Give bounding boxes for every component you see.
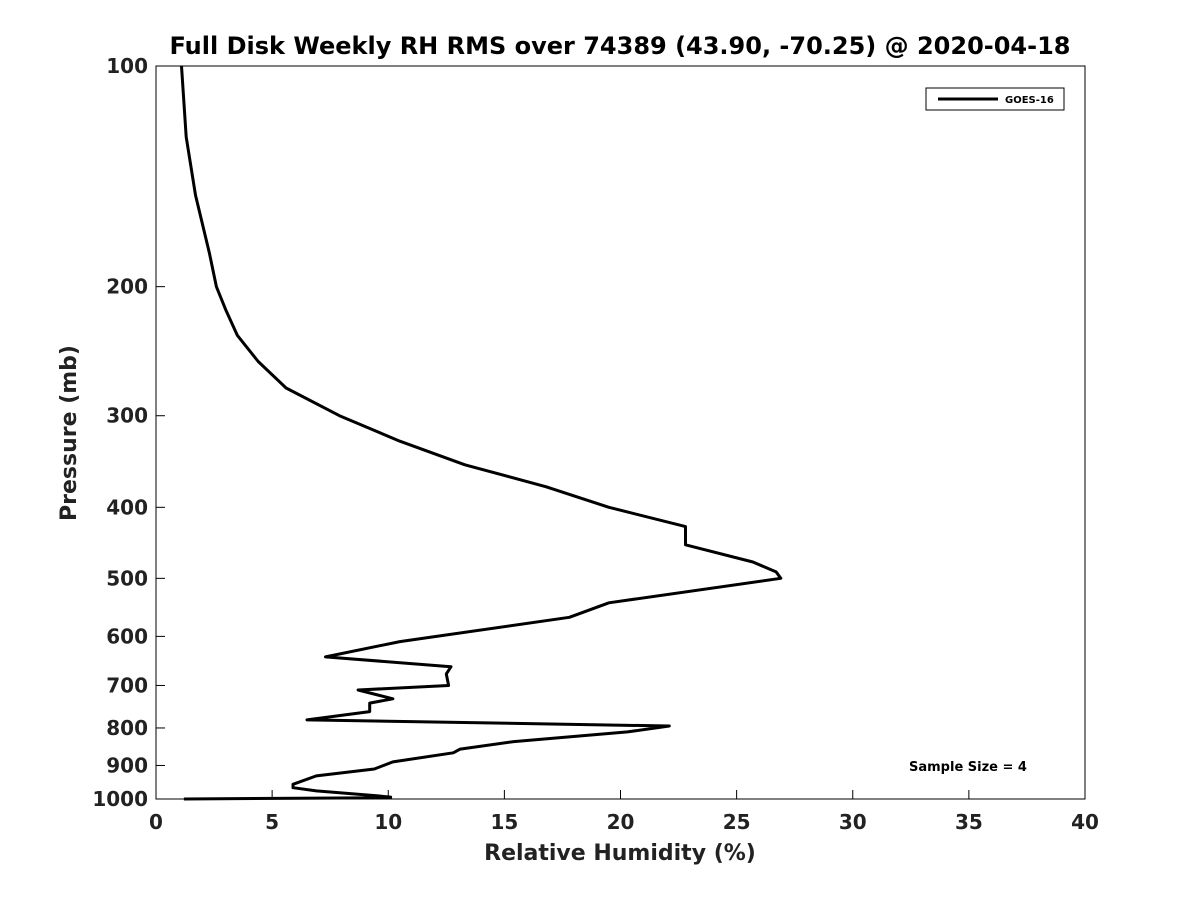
- x-tick-label: 40: [1071, 810, 1099, 834]
- x-tick-label: 0: [149, 810, 163, 834]
- y-tick-label: 1000: [92, 787, 148, 811]
- y-tick-label: 400: [106, 495, 148, 519]
- y-axis-label: Pressure (mb): [57, 345, 82, 521]
- y-tick-label: 800: [106, 716, 148, 740]
- y-tick-label: 600: [106, 624, 148, 648]
- y-tick-label: 700: [106, 673, 148, 697]
- y-tick-label: 200: [106, 275, 148, 299]
- legend-label-goes-16: GOES-16: [1005, 95, 1054, 106]
- x-tick-label: 20: [607, 810, 635, 834]
- x-tick-label: 30: [839, 810, 867, 834]
- plot-area-frame: [155, 65, 1086, 800]
- y-tick-label: 500: [106, 566, 148, 590]
- x-tick-label: 25: [723, 810, 751, 834]
- y-tick-label: 100: [106, 54, 148, 78]
- x-tick-label: 5: [265, 810, 279, 834]
- series-line-goes-16: [180, 65, 783, 801]
- y-axis: 100 200 300 400 500 600 700 800 900 1000: [92, 54, 165, 811]
- legend: GOES-16: [925, 87, 1065, 111]
- x-tick-label: 10: [374, 810, 402, 834]
- y-tick-label: 300: [106, 404, 148, 428]
- sample-size-annotation: Sample Size = 4: [909, 760, 1027, 775]
- chart-title: Full Disk Weekly RH RMS over 74389 (43.9…: [169, 32, 1070, 60]
- x-tick-label: 15: [490, 810, 518, 834]
- y-tick-label: 900: [106, 753, 148, 777]
- x-axis-label: Relative Humidity (%): [484, 841, 756, 866]
- x-axis: 0 5 10 15 20 25 30 35 40: [149, 790, 1099, 834]
- x-tick-label: 35: [955, 810, 983, 834]
